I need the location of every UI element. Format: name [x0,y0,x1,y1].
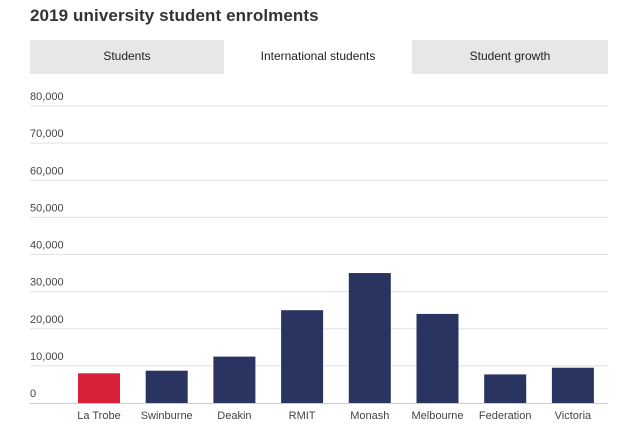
y-tick-label: 50,000 [30,202,64,214]
x-tick-label: Swinburne [141,410,193,422]
x-tick-label: La Trobe [77,410,120,422]
x-tick-label: Victoria [555,410,592,422]
bar-victoria [551,367,594,403]
chart-title: 2019 university student enrolments [30,6,319,25]
x-tick-label: Deakin [217,410,251,422]
bar-monash [348,273,391,403]
bar-deakin [213,356,256,403]
x-tick-label: Melbourne [412,410,464,422]
y-tick-label: 30,000 [30,277,64,289]
x-tick-label: Monash [350,410,389,422]
y-tick-label: 70,000 [30,128,64,140]
y-tick-label: 60,000 [30,165,64,177]
bar-swinburne [145,370,188,403]
tab-students[interactable]: Students [30,40,224,74]
bar-rmit [281,310,324,403]
tab-bar: Students International students Student … [30,40,608,74]
y-tick-label: 10,000 [30,351,64,363]
x-tick-label: RMIT [289,410,316,422]
y-tick-label: 0 [30,388,36,400]
bar-federation [484,374,527,403]
y-tick-label: 80,000 [30,91,64,103]
bar-melbourne [416,313,459,403]
bar-la-trobe [78,373,120,403]
tab-international-students[interactable]: International students [224,40,412,74]
tab-student-growth[interactable]: Student growth [412,40,608,74]
y-tick-label: 20,000 [30,314,64,326]
x-tick-label: Federation [479,410,532,422]
y-tick-label: 40,000 [30,240,64,252]
